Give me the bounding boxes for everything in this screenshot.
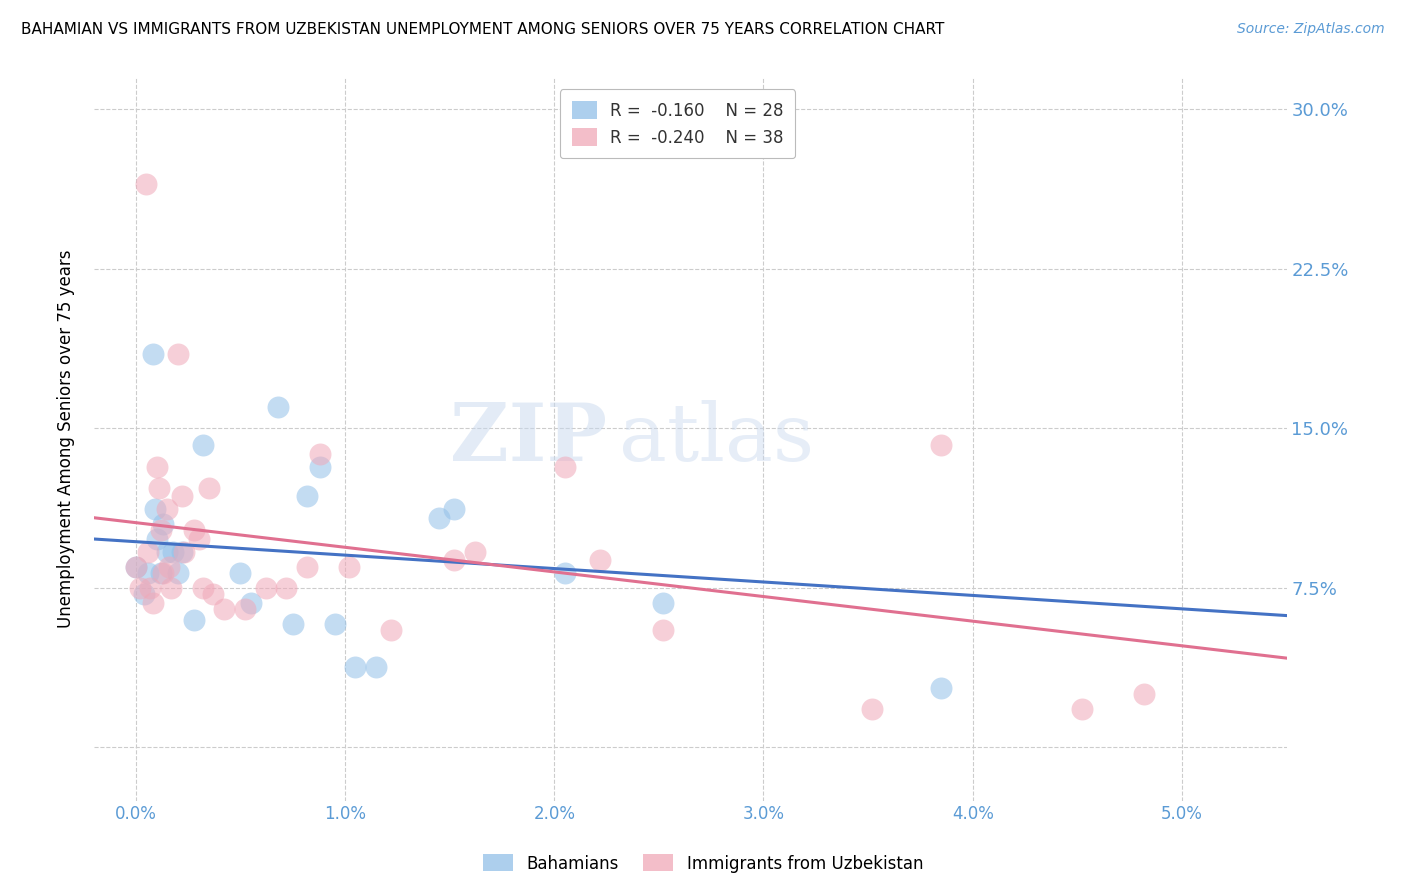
Point: [427, 510, 450, 524]
Point: [136, 545, 159, 559]
Legend: Bahamians, Immigrants from Uzbekistan: Bahamians, Immigrants from Uzbekistan: [477, 847, 929, 880]
Point: [380, 624, 402, 638]
Point: [152, 517, 174, 532]
Point: [129, 581, 152, 595]
Point: [212, 602, 235, 616]
Point: [148, 481, 170, 495]
Point: [309, 459, 332, 474]
Point: [366, 659, 388, 673]
Point: [1070, 702, 1092, 716]
Point: [281, 617, 304, 632]
Point: [170, 545, 193, 559]
Point: [860, 702, 883, 716]
Point: [143, 502, 166, 516]
Point: [183, 613, 205, 627]
Point: [443, 553, 465, 567]
Point: [187, 532, 209, 546]
Legend: R =  -0.160    N = 28, R =  -0.240    N = 38: R = -0.160 N = 28, R = -0.240 N = 38: [560, 89, 796, 159]
Point: [162, 545, 184, 559]
Point: [173, 545, 195, 559]
Point: [156, 502, 179, 516]
Point: [198, 481, 221, 495]
Point: [589, 553, 612, 567]
Point: [134, 587, 156, 601]
Text: BAHAMIAN VS IMMIGRANTS FROM UZBEKISTAN UNEMPLOYMENT AMONG SENIORS OVER 75 YEARS : BAHAMIAN VS IMMIGRANTS FROM UZBEKISTAN U…: [21, 22, 945, 37]
Point: [125, 559, 148, 574]
Point: [160, 581, 183, 595]
Point: [931, 681, 953, 695]
Point: [166, 566, 188, 580]
Point: [233, 602, 256, 616]
Point: [145, 532, 167, 546]
Point: [554, 459, 576, 474]
Point: [191, 581, 214, 595]
Y-axis label: Unemployment Among Seniors over 75 years: Unemployment Among Seniors over 75 years: [58, 250, 75, 628]
Point: [149, 524, 172, 538]
Point: [443, 502, 465, 516]
Point: [125, 559, 148, 574]
Point: [136, 566, 159, 580]
Point: [323, 617, 346, 632]
Point: [191, 438, 214, 452]
Point: [152, 566, 174, 580]
Point: [254, 581, 277, 595]
Point: [170, 490, 193, 504]
Point: [156, 545, 179, 559]
Point: [1133, 687, 1156, 701]
Point: [135, 177, 157, 191]
Point: [157, 559, 180, 574]
Point: [202, 587, 225, 601]
Point: [183, 524, 205, 538]
Point: [931, 438, 953, 452]
Point: [141, 347, 163, 361]
Point: [297, 559, 319, 574]
Point: [344, 659, 367, 673]
Point: [145, 459, 167, 474]
Point: [239, 596, 262, 610]
Point: [149, 566, 172, 580]
Point: [652, 596, 675, 610]
Text: atlas: atlas: [619, 400, 814, 478]
Point: [139, 581, 162, 595]
Point: [229, 566, 252, 580]
Point: [276, 581, 298, 595]
Point: [166, 347, 188, 361]
Point: [554, 566, 576, 580]
Text: Source: ZipAtlas.com: Source: ZipAtlas.com: [1237, 22, 1385, 37]
Text: ZIP: ZIP: [450, 400, 607, 478]
Point: [141, 596, 163, 610]
Point: [267, 400, 290, 414]
Point: [309, 447, 332, 461]
Point: [464, 545, 486, 559]
Point: [337, 559, 360, 574]
Point: [652, 624, 675, 638]
Point: [297, 490, 319, 504]
